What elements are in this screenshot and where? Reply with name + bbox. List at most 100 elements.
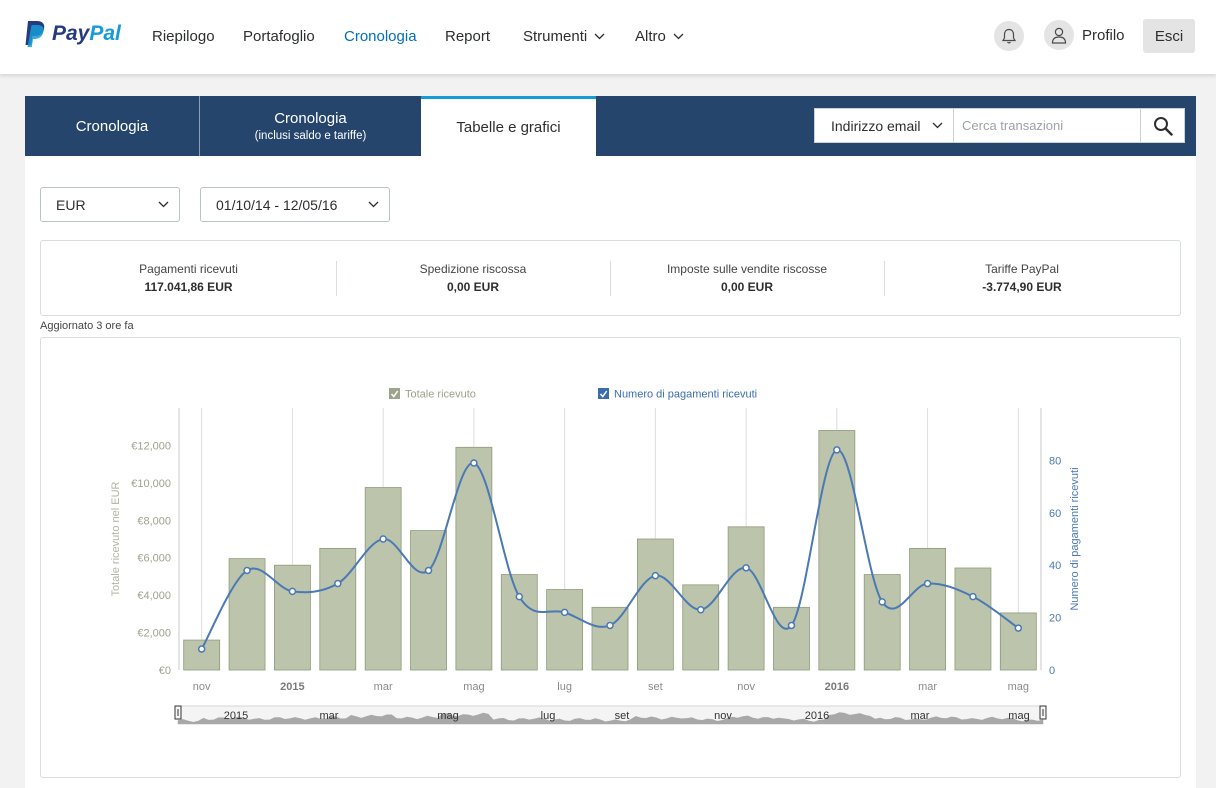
chart-bar <box>682 584 720 671</box>
date-range-value: 01/10/14 - 12/05/16 <box>216 196 338 213</box>
y2-axis-title: Numero di pagamenti ricevuti <box>1069 467 1081 610</box>
search-button[interactable] <box>1140 108 1185 143</box>
paypal-logo[interactable]: PayPal <box>24 20 121 48</box>
y-tick-label: €2,000 <box>137 628 171 640</box>
series-point <box>424 566 433 575</box>
nav-item-riepilogo[interactable]: Riepilogo <box>152 28 215 45</box>
received-payments-chart: €0 €2,000 €4,000 €6,000 €8,000 €10,000 €12,000… <box>110 388 1081 725</box>
currency-select[interactable]: EUR <box>40 187 180 222</box>
nav-item-altro[interactable]: Altro <box>635 28 684 45</box>
check-icon <box>390 390 399 398</box>
legend-label: Numero di pagamenti ricevuti <box>614 389 757 401</box>
summary-item: Pagamenti ricevuti 117.041,86 EUR <box>41 241 336 315</box>
chart-container: €0 €2,000 €4,000 €6,000 €8,000 €10,000 €12,000… <box>40 337 1181 778</box>
chevron-down-icon <box>673 33 684 40</box>
updated-timestamp: Aggiornato 3 ore fa <box>40 320 134 332</box>
y-tick-label: €4,000 <box>137 590 171 602</box>
nav-item-cronologia[interactable]: Cronologia <box>344 28 417 45</box>
series-point <box>243 566 251 575</box>
series-point <box>742 564 750 572</box>
y2-tick-label: 40 <box>1049 560 1061 572</box>
chart-bar <box>319 547 357 671</box>
x-tick-label: nov <box>193 681 211 693</box>
wordmark-pal: Pal <box>89 22 121 45</box>
summary-item: Spedizione riscossa 0,00 EUR <box>336 241 610 315</box>
history-tab-bar: Cronologia Cronologia (inclusi saldo e t… <box>25 96 1196 156</box>
series-point <box>833 446 841 454</box>
check-icon <box>599 390 608 398</box>
chevron-down-icon <box>932 122 943 129</box>
summary-label: Pagamenti ricevuti <box>139 262 238 276</box>
nav-item-strumenti[interactable]: Strumenti <box>523 28 605 45</box>
chart-bar <box>773 606 810 671</box>
search-input[interactable] <box>953 108 1141 143</box>
logout-button[interactable]: Esci <box>1143 19 1195 53</box>
series-point <box>651 571 660 580</box>
y-tick-label: €10,000 <box>131 478 171 490</box>
summary-label: Tariffe PayPal <box>985 262 1059 276</box>
series-point <box>560 608 569 617</box>
tab-label: Cronologia <box>75 117 149 135</box>
paypal-wordmark: PayPal <box>52 22 121 46</box>
y-tick-label: €0 <box>159 665 171 677</box>
x-tick-label: set <box>648 681 663 693</box>
navigator-label: mag <box>437 710 458 722</box>
series-point <box>379 535 387 543</box>
navigator-label: lug <box>541 710 556 722</box>
series-point <box>787 621 796 630</box>
chart-bar <box>999 612 1037 671</box>
tab-label: Tabelle e grafici <box>456 119 561 136</box>
x-tick-label: lug <box>557 681 572 693</box>
chart-bar <box>727 526 765 671</box>
y2-tick-label: 20 <box>1049 613 1061 625</box>
y-tick-label: €6,000 <box>137 553 171 565</box>
summary-item: Imposte sulle vendite riscosse 0,00 EUR <box>610 241 884 315</box>
nav-label: Cronologia <box>344 28 417 45</box>
chart-bar <box>546 589 584 671</box>
currency-value: EUR <box>56 196 86 213</box>
nav-label: Portafoglio <box>243 28 315 45</box>
navigator-label: nov <box>714 710 732 722</box>
summary-value: 117.041,86 EUR <box>144 280 233 294</box>
chart-bar <box>500 574 538 671</box>
tab-cronologia-saldo-tariffe[interactable]: Cronologia (inclusi saldo e tariffe) <box>200 96 421 156</box>
chart-bar <box>183 639 221 671</box>
navigator-label: mar <box>911 710 930 722</box>
navigator-area <box>178 712 1043 724</box>
notifications-button[interactable] <box>994 21 1024 51</box>
tab-sublabel: (inclusi saldo e tariffe) <box>254 130 367 142</box>
series-point <box>334 579 342 588</box>
chart-bar <box>410 530 447 671</box>
series-point <box>696 605 705 614</box>
x-tick-label: mag <box>463 681 484 693</box>
x-tick-label: mar <box>374 681 393 693</box>
navigator-label: 2016 <box>805 710 829 722</box>
chart-bar <box>954 567 992 671</box>
series-line <box>200 448 1019 650</box>
summary-value: 0,00 EUR <box>720 280 774 294</box>
tab-cronologia[interactable]: Cronologia <box>25 96 200 156</box>
nav-label: Altro <box>635 28 666 45</box>
summary-value: -3.774,90 EUR <box>982 280 1062 294</box>
nav-label: Riepilogo <box>152 28 215 45</box>
series-point <box>1014 624 1023 632</box>
series-point <box>288 587 297 596</box>
summary-value: 0,00 EUR <box>446 280 500 294</box>
date-range-select[interactable]: 01/10/14 - 12/05/16 <box>200 187 390 222</box>
search-filter-select[interactable]: Indirizzo email <box>814 108 954 143</box>
y2-tick-label: 80 <box>1049 455 1061 467</box>
chart-bar <box>591 606 629 671</box>
y2-tick-label: 0 <box>1049 665 1055 677</box>
series-point <box>197 645 206 653</box>
tab-tabelle-grafici[interactable]: Tabelle e grafici <box>421 96 596 156</box>
wordmark-pay: Pay <box>52 22 90 45</box>
profile-button[interactable]: Profilo <box>1044 20 1125 50</box>
series-point <box>923 579 932 588</box>
nav-item-portafoglio[interactable]: Portafoglio <box>243 28 315 45</box>
bell-icon <box>1001 28 1017 43</box>
x-tick-label: mar <box>918 681 937 693</box>
summary-item: Tariffe PayPal -3.774,90 EUR <box>884 241 1160 315</box>
nav-item-report[interactable]: Report <box>445 28 490 45</box>
chart-bar <box>863 574 901 671</box>
logout-label: Esci <box>1154 27 1184 45</box>
